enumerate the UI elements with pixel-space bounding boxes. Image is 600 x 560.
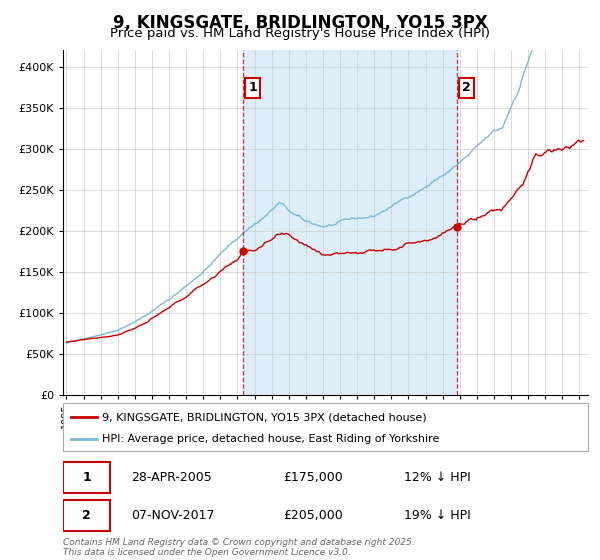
Text: Contains HM Land Registry data © Crown copyright and database right 2025.
This d: Contains HM Land Registry data © Crown c… bbox=[63, 538, 415, 557]
Text: £205,000: £205,000 bbox=[284, 509, 343, 522]
Text: Price paid vs. HM Land Registry's House Price Index (HPI): Price paid vs. HM Land Registry's House … bbox=[110, 27, 490, 40]
Text: £175,000: £175,000 bbox=[284, 471, 343, 484]
Text: 07-NOV-2017: 07-NOV-2017 bbox=[131, 509, 215, 522]
Text: 19% ↓ HPI: 19% ↓ HPI bbox=[404, 509, 471, 522]
FancyBboxPatch shape bbox=[63, 500, 110, 531]
Text: 28-APR-2005: 28-APR-2005 bbox=[131, 471, 212, 484]
Text: 9, KINGSGATE, BRIDLINGTON, YO15 3PX (detached house): 9, KINGSGATE, BRIDLINGTON, YO15 3PX (det… bbox=[103, 413, 427, 422]
Text: HPI: Average price, detached house, East Riding of Yorkshire: HPI: Average price, detached house, East… bbox=[103, 434, 440, 444]
Text: 2: 2 bbox=[463, 81, 471, 95]
Bar bbox=[243, 50, 457, 395]
Text: 1: 1 bbox=[248, 81, 257, 95]
Text: 12% ↓ HPI: 12% ↓ HPI bbox=[404, 471, 471, 484]
Text: 9, KINGSGATE, BRIDLINGTON, YO15 3PX: 9, KINGSGATE, BRIDLINGTON, YO15 3PX bbox=[113, 14, 487, 32]
Text: 2: 2 bbox=[82, 509, 91, 522]
FancyBboxPatch shape bbox=[63, 462, 110, 493]
Text: 1: 1 bbox=[82, 471, 91, 484]
